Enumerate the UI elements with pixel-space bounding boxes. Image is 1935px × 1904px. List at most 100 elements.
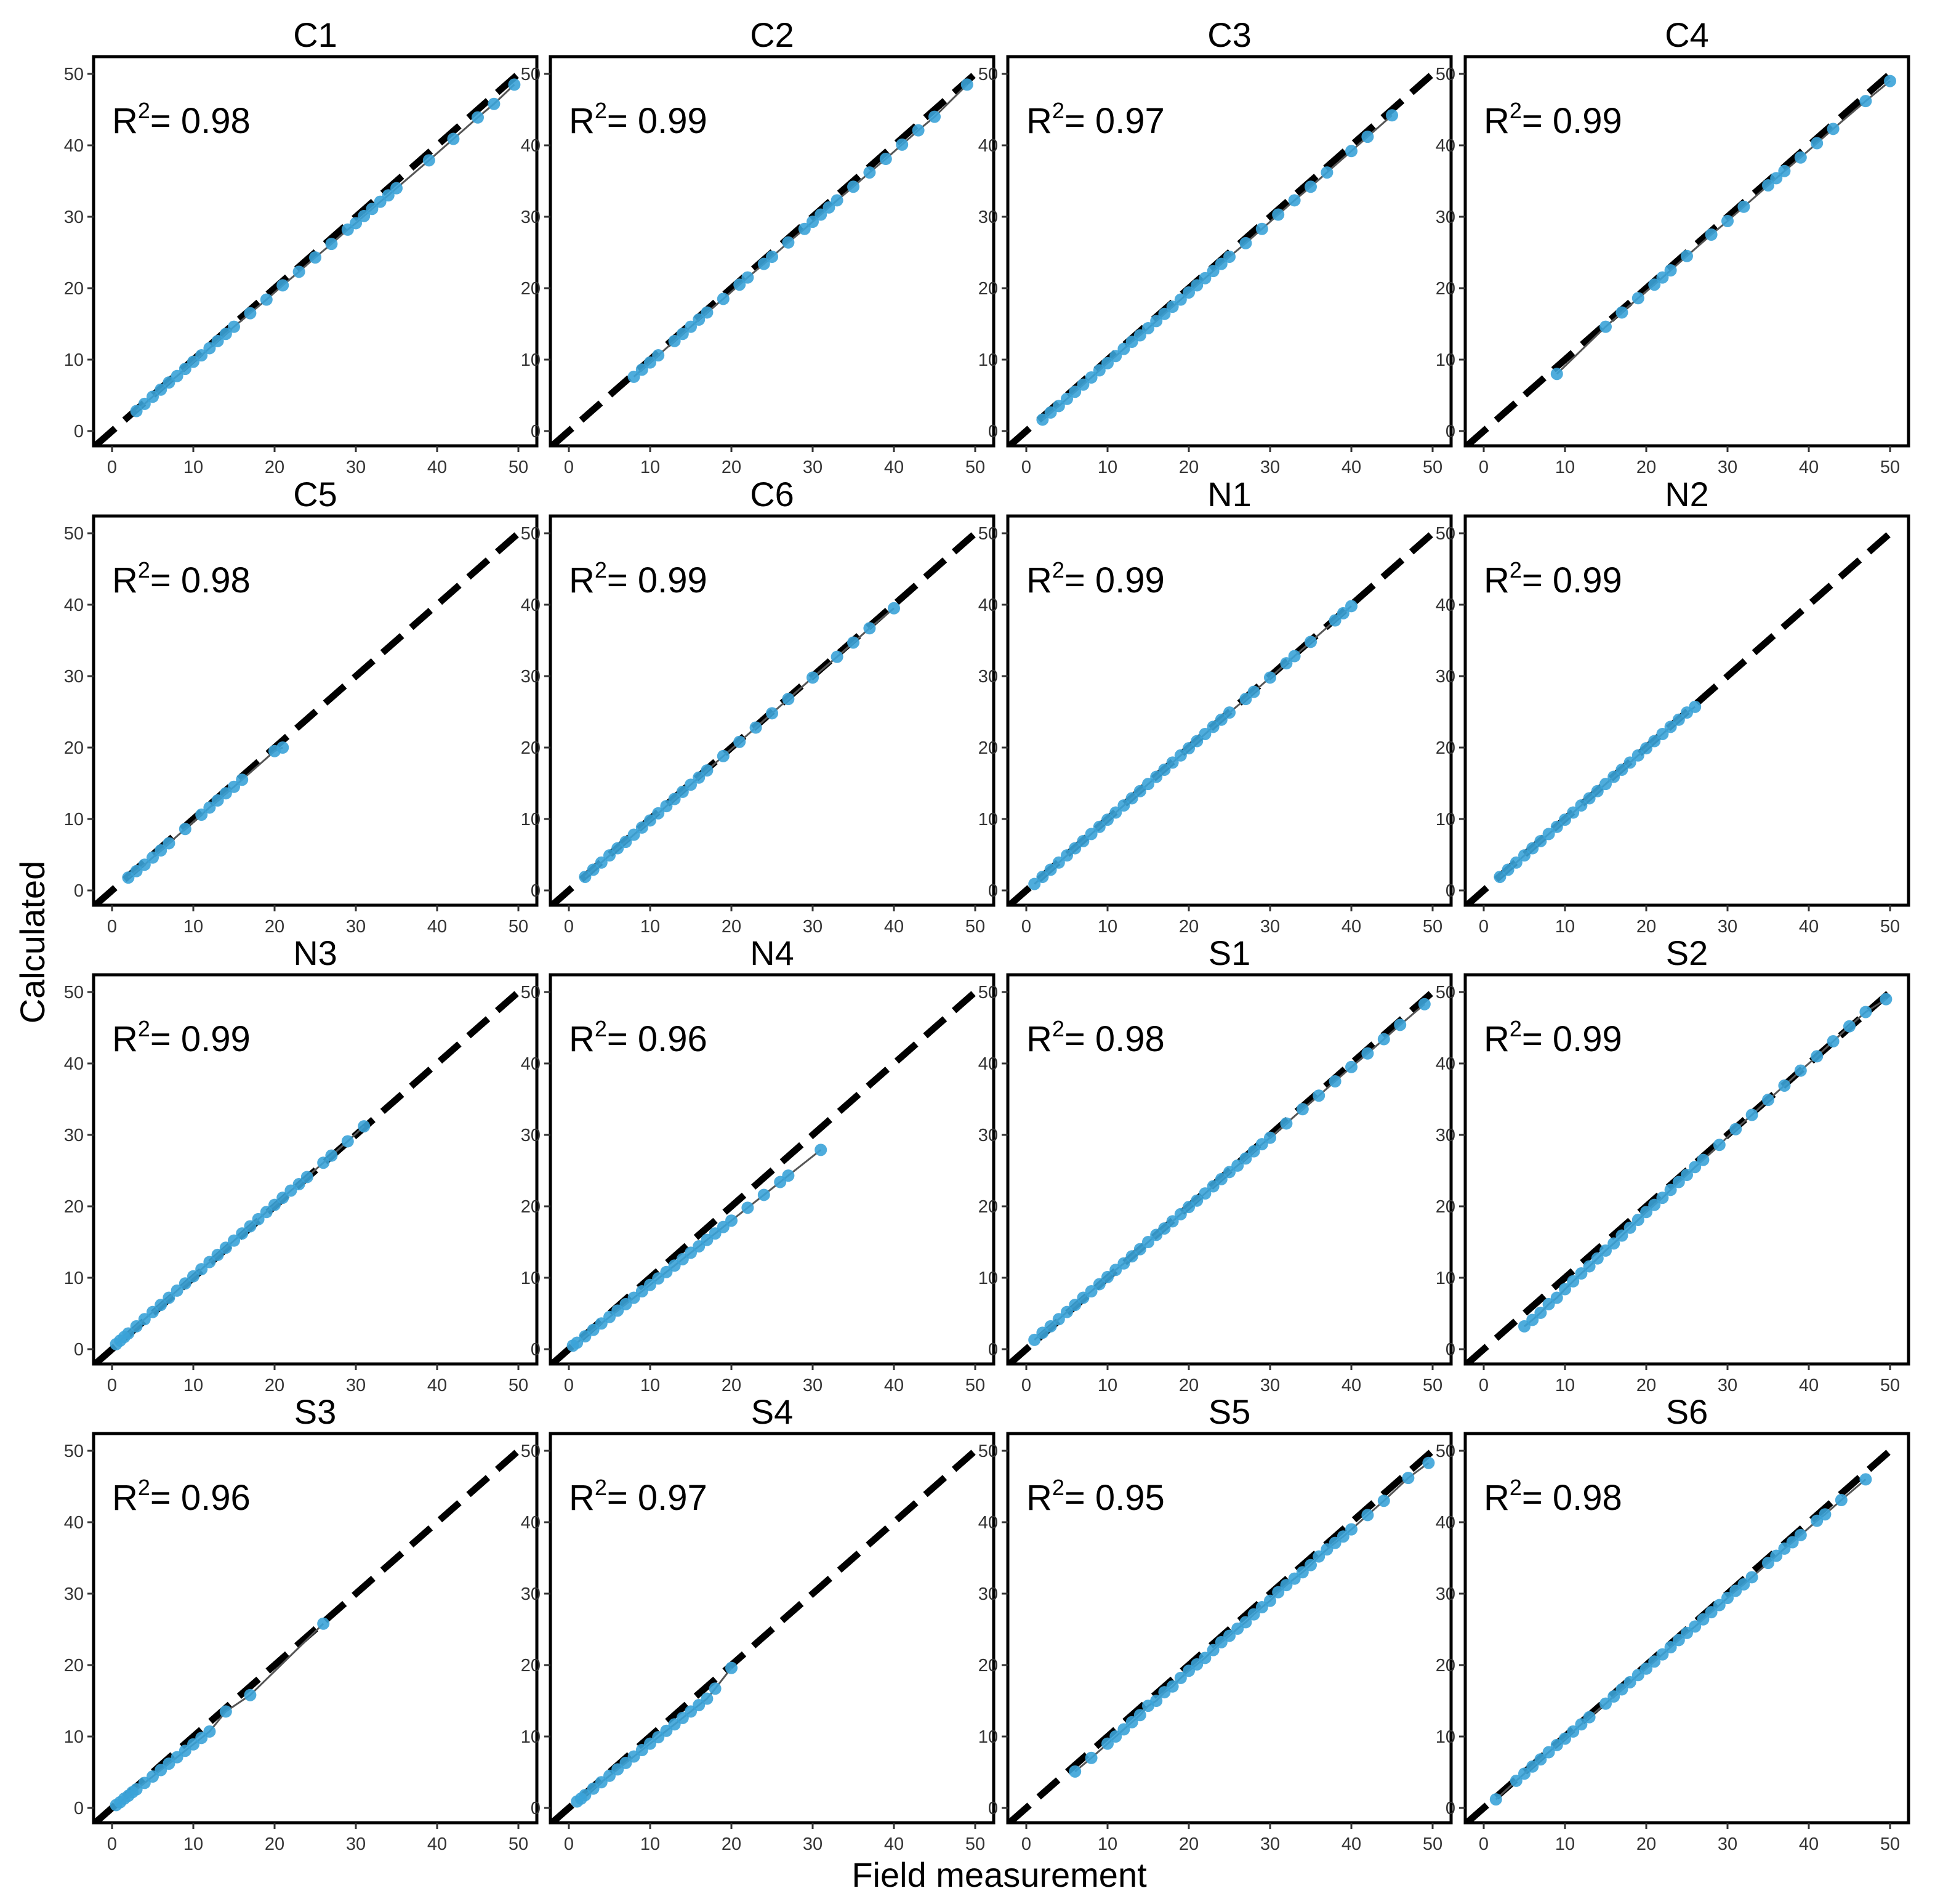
x-tick-label: 10 — [183, 1376, 203, 1395]
data-point — [1093, 820, 1106, 833]
x-tick-label: 0 — [1021, 1376, 1031, 1395]
data-point — [1567, 806, 1580, 819]
data-point — [122, 1327, 135, 1340]
panel-title: S4 — [751, 1392, 794, 1431]
x-tick-label: 20 — [1179, 1376, 1199, 1395]
data-point — [138, 858, 151, 871]
r-squared-label: R2= 0.97 — [569, 1475, 707, 1518]
data-point — [1575, 1267, 1588, 1280]
data-point — [1583, 792, 1596, 805]
y-tick-label: 0 — [531, 881, 541, 901]
data-point — [1207, 265, 1220, 278]
y-tick-label: 40 — [978, 136, 998, 156]
data-point — [896, 138, 909, 151]
panel-title: N4 — [750, 934, 794, 972]
data-point — [252, 1212, 265, 1225]
panel-frame — [1006, 55, 1453, 448]
y-tick-label: 10 — [64, 1269, 84, 1288]
data-point — [508, 78, 521, 91]
panel-frame — [1006, 514, 1453, 907]
data-point — [1583, 1260, 1596, 1273]
data-point — [1510, 1774, 1523, 1787]
x-tick-label: 30 — [803, 1376, 823, 1395]
y-tick-label: 10 — [64, 1727, 84, 1747]
data-point — [1640, 1206, 1652, 1219]
data-point — [879, 153, 892, 166]
y-tick-label: 50 — [1436, 1442, 1455, 1461]
panel-frame — [92, 514, 539, 907]
data-point — [260, 1206, 273, 1219]
data-point — [292, 265, 305, 278]
x-tick-label: 40 — [884, 1834, 904, 1854]
data-point — [422, 154, 435, 167]
data-point — [1061, 849, 1073, 862]
x-tick-label: 10 — [1555, 458, 1575, 477]
data-point — [1052, 1313, 1065, 1326]
data-point — [1288, 194, 1301, 207]
r-squared-label: R2= 0.98 — [1026, 1016, 1165, 1059]
data-point — [823, 201, 835, 214]
y-tick-label: 30 — [1436, 1584, 1455, 1604]
x-tick-label: 50 — [509, 1376, 528, 1395]
data-point — [1631, 1214, 1644, 1227]
data-point — [1631, 749, 1644, 762]
data-point — [1713, 1599, 1726, 1612]
data-point — [390, 182, 403, 195]
data-point — [1656, 271, 1669, 284]
data-point — [244, 1688, 257, 1701]
y-tick-label: 30 — [1436, 667, 1455, 687]
data-point — [782, 236, 795, 249]
y-tick-label: 30 — [978, 208, 998, 227]
data-point — [155, 844, 167, 857]
data-point — [1884, 75, 1896, 87]
y-tick-label: 0 — [988, 881, 998, 901]
data-point — [1615, 1229, 1628, 1242]
panel-title: C5 — [293, 475, 337, 514]
data-point — [268, 1198, 281, 1211]
data-point — [1305, 1559, 1317, 1571]
data-point — [1689, 700, 1702, 713]
data-point — [366, 203, 379, 216]
y-tick-label: 20 — [1436, 1656, 1455, 1676]
x-tick-label: 50 — [965, 1834, 985, 1854]
data-point — [960, 78, 973, 91]
data-point — [782, 1169, 795, 1182]
data-point — [138, 397, 151, 410]
data-point — [1386, 109, 1398, 122]
y-tick-label: 10 — [1436, 1727, 1455, 1747]
data-point — [1640, 1662, 1652, 1675]
data-point — [644, 814, 656, 827]
panel-frame — [1006, 973, 1453, 1366]
data-point — [1721, 214, 1734, 227]
data-point — [1843, 1020, 1856, 1033]
data-point — [1125, 1250, 1138, 1263]
data-point — [1109, 350, 1122, 363]
data-point — [1150, 1695, 1163, 1707]
data-point — [1615, 763, 1628, 776]
y-tick-label: 30 — [1436, 208, 1455, 227]
y-tick-label: 20 — [521, 1197, 541, 1217]
x-tick-label: 0 — [1479, 1376, 1489, 1395]
data-point — [163, 1291, 175, 1304]
panel-n2: N2 0 10 20 30 40 50 0 10 20 30 40 50 R2= 0.99 — [1436, 475, 1910, 937]
x-tick-label: 10 — [640, 1376, 660, 1395]
data-point — [1623, 1221, 1636, 1234]
y-tick-label: 0 — [988, 1340, 998, 1360]
y-axis-title: Calculated — [13, 861, 52, 1024]
y-tick-label: 0 — [1446, 1799, 1455, 1818]
data-point — [1762, 1094, 1774, 1107]
y-tick-label: 10 — [978, 1727, 998, 1747]
x-tick-label: 30 — [1718, 1834, 1737, 1854]
x-tick-label: 20 — [1636, 1834, 1656, 1854]
data-point — [1207, 1644, 1220, 1656]
data-point — [619, 836, 632, 849]
data-point — [1494, 870, 1507, 883]
data-point — [1559, 1732, 1571, 1745]
data-point — [1272, 1586, 1285, 1599]
r-squared-label: R2= 0.99 — [1484, 1016, 1622, 1059]
y-tick-label: 30 — [521, 667, 541, 687]
data-point — [757, 257, 770, 270]
y-tick-label: 0 — [531, 422, 541, 442]
panel-title: N2 — [1665, 475, 1709, 514]
